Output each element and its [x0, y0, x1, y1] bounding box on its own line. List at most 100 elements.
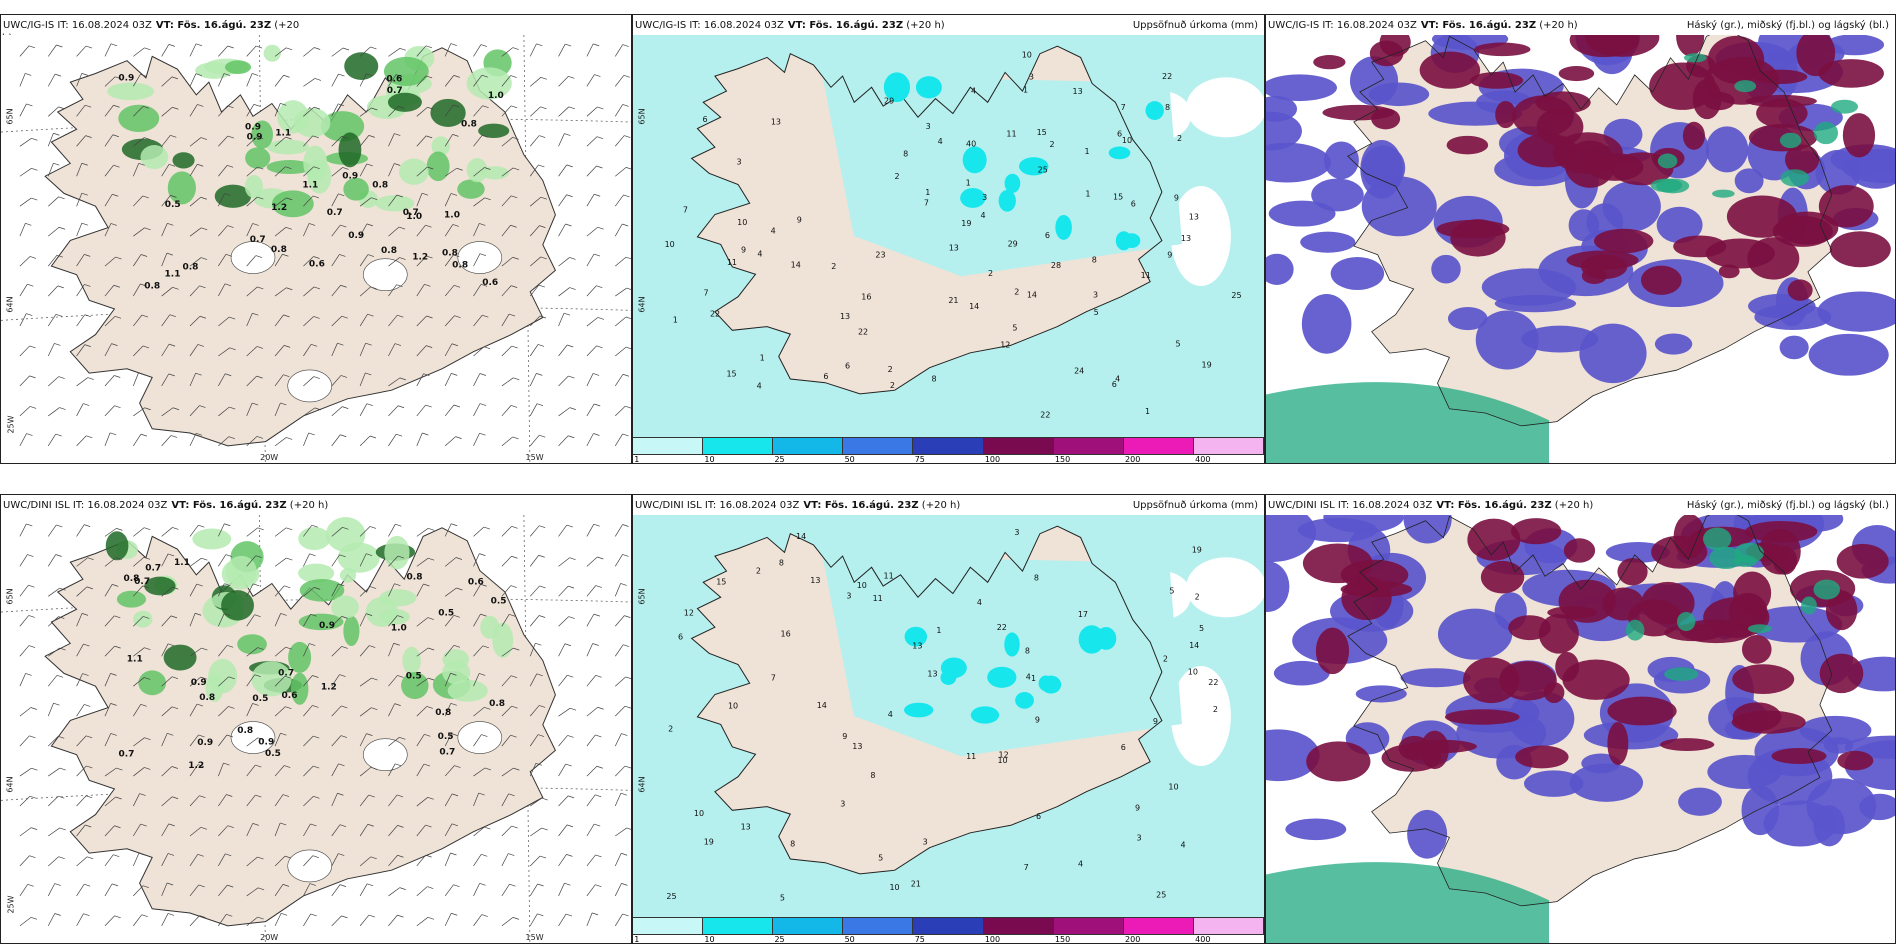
barb-feather — [539, 585, 546, 589]
wind-barb — [48, 226, 66, 237]
barb-staff — [133, 737, 145, 747]
wind-barb — [133, 137, 151, 147]
barb-feather — [366, 553, 373, 557]
wind-barb — [189, 557, 208, 567]
barb-staff — [359, 343, 366, 357]
barb-feather — [229, 316, 236, 320]
wind-value-label: 1.0 — [391, 623, 407, 633]
barb-staff — [104, 703, 111, 717]
barb-feather — [426, 706, 433, 709]
barb-feather — [144, 647, 151, 651]
barb-staff — [76, 135, 86, 147]
precip-value-label: 3 — [840, 800, 845, 809]
wind-barb — [246, 794, 262, 807]
glacier-patch — [230, 721, 276, 754]
barb-feather — [535, 762, 542, 766]
barb-staff — [161, 643, 169, 657]
barb-staff — [274, 47, 287, 57]
barb-staff — [586, 734, 596, 747]
wind-barb — [189, 257, 208, 267]
barb-staff — [558, 735, 568, 747]
wind-barb — [76, 824, 92, 837]
wind-barb — [614, 615, 631, 627]
barb-feather — [369, 526, 377, 529]
precip-value-label: 2 — [756, 566, 761, 575]
barb-feather — [198, 884, 205, 888]
barb-staff — [558, 707, 571, 717]
barb-staff — [303, 195, 314, 207]
barb-feather — [427, 166, 434, 170]
barb-feather — [257, 737, 265, 741]
wind-barb — [19, 197, 38, 207]
barb-feather — [313, 765, 320, 769]
wind-value-label: 0.7 — [403, 208, 419, 218]
wind-barb — [303, 256, 320, 267]
wind-barb — [473, 134, 489, 147]
wind-barb — [189, 647, 208, 657]
barb-staff — [388, 434, 397, 447]
precip-value-label: 9 — [842, 732, 847, 741]
barb-staff — [218, 613, 225, 627]
wind-shading — [221, 590, 254, 621]
wind-barb — [444, 167, 463, 177]
high-cloud-area — [1515, 745, 1569, 769]
barb-feather — [25, 673, 32, 676]
high-cloud-area — [1756, 98, 1808, 129]
barb-feather — [569, 407, 576, 410]
barb-staff — [473, 433, 480, 447]
barb-staff — [19, 433, 27, 447]
wind-barb — [19, 883, 34, 897]
barb-staff — [444, 823, 453, 837]
high-cloud-area — [1660, 738, 1715, 752]
barb-feather — [338, 583, 345, 587]
wind-barb — [359, 403, 373, 417]
wind-barb — [133, 737, 151, 747]
wind-barb — [274, 402, 287, 417]
barb-feather — [621, 852, 628, 856]
barb-feather — [484, 167, 491, 170]
wind-barb — [104, 164, 120, 177]
panel-header: UWC/DINI ISL IT: 16.08.2024 03Z VT: Fös. … — [3, 499, 627, 513]
wind-barb — [586, 823, 601, 837]
barb-feather — [114, 405, 121, 409]
barb-staff — [76, 344, 86, 357]
barb-feather — [510, 224, 517, 228]
dry-area — [1170, 666, 1231, 766]
barb-feather — [428, 677, 435, 681]
barb-feather — [368, 914, 376, 918]
barb-staff — [104, 767, 117, 777]
wind-barb — [444, 315, 461, 327]
precip-value-label: 8 — [1025, 646, 1030, 655]
barb-feather — [513, 647, 520, 651]
precip-value-label: 28 — [1051, 261, 1061, 270]
barb-feather — [227, 45, 234, 49]
wind-barb — [246, 223, 259, 237]
colorbar-tick-label: 75 — [914, 455, 925, 464]
barb-feather — [370, 286, 377, 290]
barb-staff — [303, 643, 310, 657]
barb-feather — [370, 856, 377, 860]
barb-feather — [450, 193, 458, 196]
barb-staff — [614, 793, 622, 807]
barb-feather — [257, 527, 264, 531]
wind-value-label: 0.8 — [144, 282, 160, 292]
wind-barb — [218, 706, 235, 717]
barb-feather — [337, 792, 344, 796]
barb-staff — [19, 523, 27, 537]
barb-feather — [282, 253, 289, 257]
wind-barb — [501, 705, 518, 717]
barb-feather — [565, 913, 573, 917]
wind-shading — [251, 661, 292, 697]
precip-value-label: 8 — [1092, 255, 1097, 264]
barb-feather — [56, 675, 64, 678]
barb-staff — [218, 165, 228, 177]
barb-feather — [87, 377, 94, 380]
dry-area — [1186, 77, 1264, 138]
barb-feather — [508, 853, 515, 856]
barb-feather — [513, 377, 520, 381]
barb-feather — [309, 643, 316, 646]
barb-feather — [594, 403, 601, 407]
wind-shading — [105, 531, 129, 561]
barb-staff — [614, 853, 622, 867]
